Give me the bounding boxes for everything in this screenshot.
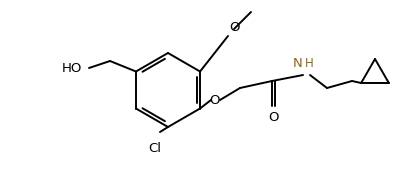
Text: H: H — [305, 57, 314, 70]
Text: O: O — [268, 111, 279, 124]
Text: O: O — [210, 94, 220, 107]
Text: Cl: Cl — [149, 142, 162, 155]
Text: N: N — [292, 57, 302, 70]
Text: HO: HO — [61, 62, 82, 75]
Text: O: O — [229, 21, 239, 34]
